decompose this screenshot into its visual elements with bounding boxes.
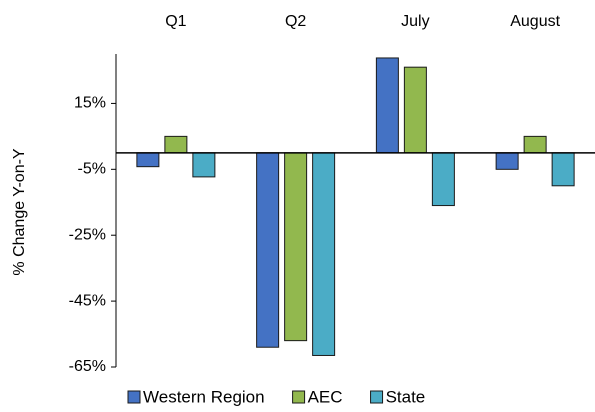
bar: [431, 152, 455, 207]
legend-label: State: [386, 387, 426, 406]
x-tick-label: August: [510, 13, 560, 30]
bar: [136, 152, 160, 168]
legend-label: AEC: [308, 387, 343, 406]
legend-swatch: [370, 390, 384, 404]
y-tick-label: -25%: [69, 226, 106, 243]
bar: [256, 152, 280, 348]
bar: [403, 66, 427, 154]
legend-swatch: [292, 390, 306, 404]
x-tick-label: July: [401, 13, 429, 30]
bar: [495, 152, 519, 170]
legend-swatch: [127, 390, 141, 404]
legend-label: Western Region: [143, 387, 265, 406]
y-tick-label: -65%: [69, 358, 106, 375]
x-tick-label: Q1: [165, 13, 186, 30]
x-tick-label: Q2: [285, 13, 306, 30]
bar: [164, 135, 188, 154]
bar: [375, 57, 399, 154]
bar: [312, 152, 336, 356]
y-tick-label: 15%: [74, 95, 106, 112]
y-axis-label: % Change Y-on-Y: [11, 148, 28, 276]
y-tick-label: -45%: [69, 292, 106, 309]
bar: [551, 152, 575, 187]
bar: [192, 152, 216, 178]
y-tick-label: -5%: [78, 161, 106, 178]
bar: [284, 152, 308, 342]
bar: [523, 135, 547, 154]
